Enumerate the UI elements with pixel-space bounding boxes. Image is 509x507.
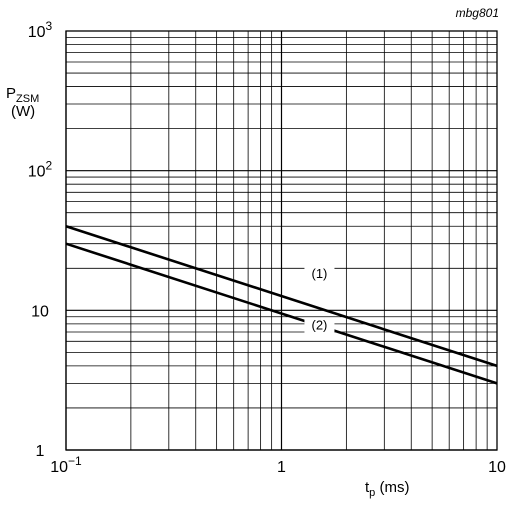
- series-label-bg-2: [304, 318, 335, 334]
- x-axis-label-sub: p: [369, 487, 375, 499]
- y-axis-label: PZSM: [6, 85, 39, 105]
- y-tick-label: 103: [28, 19, 53, 41]
- x-tick-label: 10−1: [50, 454, 82, 476]
- y-tick-label: 102: [28, 159, 53, 181]
- chart-grid: [65, 31, 497, 451]
- series-label-bg-1: [304, 267, 335, 283]
- chart-curves: (1) (2): [65, 225, 498, 385]
- y-axis-label-main: P: [6, 85, 16, 102]
- y-tick-label: 1: [36, 443, 45, 460]
- y-tick-label: 10: [31, 303, 49, 320]
- x-tick-label: 10: [488, 459, 506, 476]
- plot-frame: [65, 30, 498, 451]
- y-axis-unit: (W): [11, 103, 35, 120]
- x-axis-label-main: t: [365, 479, 370, 496]
- figure-reference: mbg801: [456, 6, 499, 20]
- axis-tick-labels: 1 10 102 103 10−1 1 10: [28, 19, 506, 476]
- series-label-1: (1): [312, 266, 328, 281]
- series-line-2: [65, 242, 498, 385]
- series-label-2: (2): [312, 317, 328, 332]
- x-axis-label-unit: (ms): [375, 479, 409, 496]
- x-axis-label: tp (ms): [365, 479, 409, 499]
- y-axis-label-sub: ZSM: [16, 93, 39, 105]
- x-tick-label: 1: [277, 459, 286, 476]
- series-line-1: [65, 225, 498, 368]
